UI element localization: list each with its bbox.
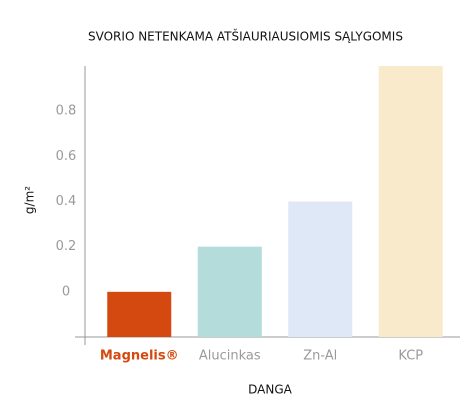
chart-title: SVORIO NETENKAMA ATŠIAURIAUSIOMIS SĄLYGO… [88, 29, 403, 44]
x-axis-label: DANGA [248, 383, 293, 397]
x-tick-label: Zn-Al [303, 349, 337, 364]
bar [197, 246, 262, 337]
y-tick-label: 0.8 [56, 104, 77, 119]
x-tick-label: Magnelis® [100, 349, 179, 364]
bar [378, 66, 443, 337]
y-axis-label: g/m² [23, 186, 37, 214]
y-tick-label: 0.6 [56, 149, 77, 164]
y-tick-label: 0.4 [56, 194, 77, 209]
y-tick-label: 0.2 [56, 239, 77, 254]
x-tick-label: Alucinkas [199, 349, 261, 364]
bar [107, 291, 172, 337]
x-tick-label: KCP [398, 349, 423, 364]
y-tick-label: 0 [62, 284, 70, 299]
bar [288, 201, 353, 337]
